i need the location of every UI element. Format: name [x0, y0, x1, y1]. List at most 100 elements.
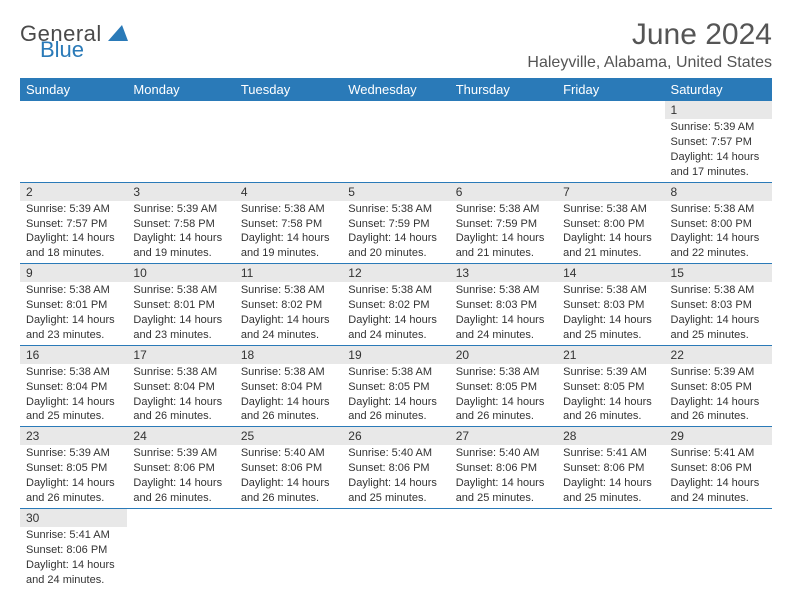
logo-text-blue: Blue	[40, 40, 128, 60]
day-details: Sunrise: 5:41 AMSunset: 8:06 PMDaylight:…	[557, 445, 664, 507]
calendar-cell: 1Sunrise: 5:39 AMSunset: 7:57 PMDaylight…	[665, 101, 772, 182]
day-details: Sunrise: 5:41 AMSunset: 8:06 PMDaylight:…	[665, 445, 772, 507]
calendar-cell: 27Sunrise: 5:40 AMSunset: 8:06 PMDayligh…	[450, 427, 557, 509]
sunrise-text: Sunrise: 5:38 AM	[26, 365, 121, 380]
daylight-text: Daylight: 14 hours	[26, 395, 121, 410]
calendar-row: 23Sunrise: 5:39 AMSunset: 8:05 PMDayligh…	[20, 427, 772, 509]
sunrise-text: Sunrise: 5:40 AM	[241, 446, 336, 461]
calendar-cell: 4Sunrise: 5:38 AMSunset: 7:58 PMDaylight…	[235, 182, 342, 264]
calendar-cell: 10Sunrise: 5:38 AMSunset: 8:01 PMDayligh…	[127, 264, 234, 346]
calendar-cell: 18Sunrise: 5:38 AMSunset: 8:04 PMDayligh…	[235, 345, 342, 427]
day-details: Sunrise: 5:38 AMSunset: 8:03 PMDaylight:…	[665, 282, 772, 344]
page-header: General Blue June 2024 Haleyville, Alaba…	[20, 18, 772, 72]
daylight-text: Daylight: 14 hours	[26, 476, 121, 491]
daylight-text: and 25 minutes.	[456, 491, 551, 506]
day-details: Sunrise: 5:39 AMSunset: 7:57 PMDaylight:…	[20, 201, 127, 263]
sunrise-text: Sunrise: 5:39 AM	[26, 446, 121, 461]
calendar-row: 2Sunrise: 5:39 AMSunset: 7:57 PMDaylight…	[20, 182, 772, 264]
daylight-text: Daylight: 14 hours	[133, 395, 228, 410]
sunset-text: Sunset: 8:05 PM	[456, 380, 551, 395]
day-details: Sunrise: 5:38 AMSunset: 8:00 PMDaylight:…	[665, 201, 772, 263]
sunrise-text: Sunrise: 5:39 AM	[563, 365, 658, 380]
day-details: Sunrise: 5:38 AMSunset: 8:03 PMDaylight:…	[450, 282, 557, 344]
sunset-text: Sunset: 7:57 PM	[26, 217, 121, 232]
calendar-cell: 25Sunrise: 5:40 AMSunset: 8:06 PMDayligh…	[235, 427, 342, 509]
sunrise-text: Sunrise: 5:39 AM	[133, 446, 228, 461]
calendar-cell	[450, 508, 557, 589]
sunset-text: Sunset: 8:06 PM	[26, 543, 121, 558]
day-number	[342, 509, 449, 527]
daylight-text: Daylight: 14 hours	[671, 150, 766, 165]
calendar-cell	[342, 508, 449, 589]
day-number	[235, 509, 342, 527]
daylight-text: Daylight: 14 hours	[563, 231, 658, 246]
day-details: Sunrise: 5:39 AMSunset: 8:05 PMDaylight:…	[665, 364, 772, 426]
sunrise-text: Sunrise: 5:41 AM	[563, 446, 658, 461]
day-details: Sunrise: 5:39 AMSunset: 8:05 PMDaylight:…	[557, 364, 664, 426]
daylight-text: and 24 minutes.	[671, 491, 766, 506]
sunset-text: Sunset: 7:59 PM	[456, 217, 551, 232]
sunrise-text: Sunrise: 5:38 AM	[26, 283, 121, 298]
day-details: Sunrise: 5:38 AMSunset: 8:01 PMDaylight:…	[127, 282, 234, 344]
day-number	[342, 101, 449, 119]
calendar-cell: 21Sunrise: 5:39 AMSunset: 8:05 PMDayligh…	[557, 345, 664, 427]
sunset-text: Sunset: 8:02 PM	[241, 298, 336, 313]
sunrise-text: Sunrise: 5:38 AM	[241, 202, 336, 217]
day-number: 1	[665, 101, 772, 119]
day-details: Sunrise: 5:38 AMSunset: 8:05 PMDaylight:…	[450, 364, 557, 426]
calendar-cell: 2Sunrise: 5:39 AMSunset: 7:57 PMDaylight…	[20, 182, 127, 264]
calendar-cell: 20Sunrise: 5:38 AMSunset: 8:05 PMDayligh…	[450, 345, 557, 427]
daylight-text: Daylight: 14 hours	[241, 476, 336, 491]
calendar-cell: 28Sunrise: 5:41 AMSunset: 8:06 PMDayligh…	[557, 427, 664, 509]
day-number: 24	[127, 427, 234, 445]
day-number: 23	[20, 427, 127, 445]
day-number: 2	[20, 183, 127, 201]
calendar-cell	[557, 101, 664, 182]
day-number: 5	[342, 183, 449, 201]
calendar-table: Sunday Monday Tuesday Wednesday Thursday…	[20, 78, 772, 589]
daylight-text: Daylight: 14 hours	[241, 395, 336, 410]
daylight-text: and 23 minutes.	[26, 328, 121, 343]
sunset-text: Sunset: 8:05 PM	[26, 461, 121, 476]
calendar-cell	[557, 508, 664, 589]
day-details: Sunrise: 5:38 AMSunset: 7:59 PMDaylight:…	[342, 201, 449, 263]
calendar-cell	[20, 101, 127, 182]
day-details: Sunrise: 5:40 AMSunset: 8:06 PMDaylight:…	[235, 445, 342, 507]
sunset-text: Sunset: 7:57 PM	[671, 135, 766, 150]
daylight-text: Daylight: 14 hours	[563, 313, 658, 328]
weekday-header: Sunday	[20, 78, 127, 101]
daylight-text: and 24 minutes.	[456, 328, 551, 343]
sunset-text: Sunset: 7:58 PM	[133, 217, 228, 232]
day-number: 4	[235, 183, 342, 201]
daylight-text: Daylight: 14 hours	[241, 313, 336, 328]
sunrise-text: Sunrise: 5:38 AM	[348, 365, 443, 380]
day-details: Sunrise: 5:39 AMSunset: 8:06 PMDaylight:…	[127, 445, 234, 507]
sunrise-text: Sunrise: 5:41 AM	[671, 446, 766, 461]
daylight-text: and 26 minutes.	[348, 409, 443, 424]
sunrise-text: Sunrise: 5:38 AM	[456, 283, 551, 298]
calendar-cell: 30Sunrise: 5:41 AMSunset: 8:06 PMDayligh…	[20, 508, 127, 589]
daylight-text: Daylight: 14 hours	[671, 231, 766, 246]
day-details: Sunrise: 5:41 AMSunset: 8:06 PMDaylight:…	[20, 527, 127, 589]
sunrise-text: Sunrise: 5:40 AM	[348, 446, 443, 461]
calendar-row: 9Sunrise: 5:38 AMSunset: 8:01 PMDaylight…	[20, 264, 772, 346]
daylight-text: and 26 minutes.	[563, 409, 658, 424]
sunset-text: Sunset: 8:03 PM	[671, 298, 766, 313]
sunset-text: Sunset: 8:05 PM	[348, 380, 443, 395]
daylight-text: and 25 minutes.	[563, 328, 658, 343]
daylight-text: and 25 minutes.	[26, 409, 121, 424]
day-number: 14	[557, 264, 664, 282]
day-details: Sunrise: 5:39 AMSunset: 8:05 PMDaylight:…	[20, 445, 127, 507]
daylight-text: Daylight: 14 hours	[26, 558, 121, 573]
daylight-text: and 26 minutes.	[26, 491, 121, 506]
day-details: Sunrise: 5:39 AMSunset: 7:58 PMDaylight:…	[127, 201, 234, 263]
day-number: 16	[20, 346, 127, 364]
day-number: 25	[235, 427, 342, 445]
day-number: 28	[557, 427, 664, 445]
logo: General Blue	[20, 24, 128, 60]
day-number: 10	[127, 264, 234, 282]
day-number: 21	[557, 346, 664, 364]
day-number: 6	[450, 183, 557, 201]
daylight-text: and 19 minutes.	[133, 246, 228, 261]
day-number	[127, 509, 234, 527]
